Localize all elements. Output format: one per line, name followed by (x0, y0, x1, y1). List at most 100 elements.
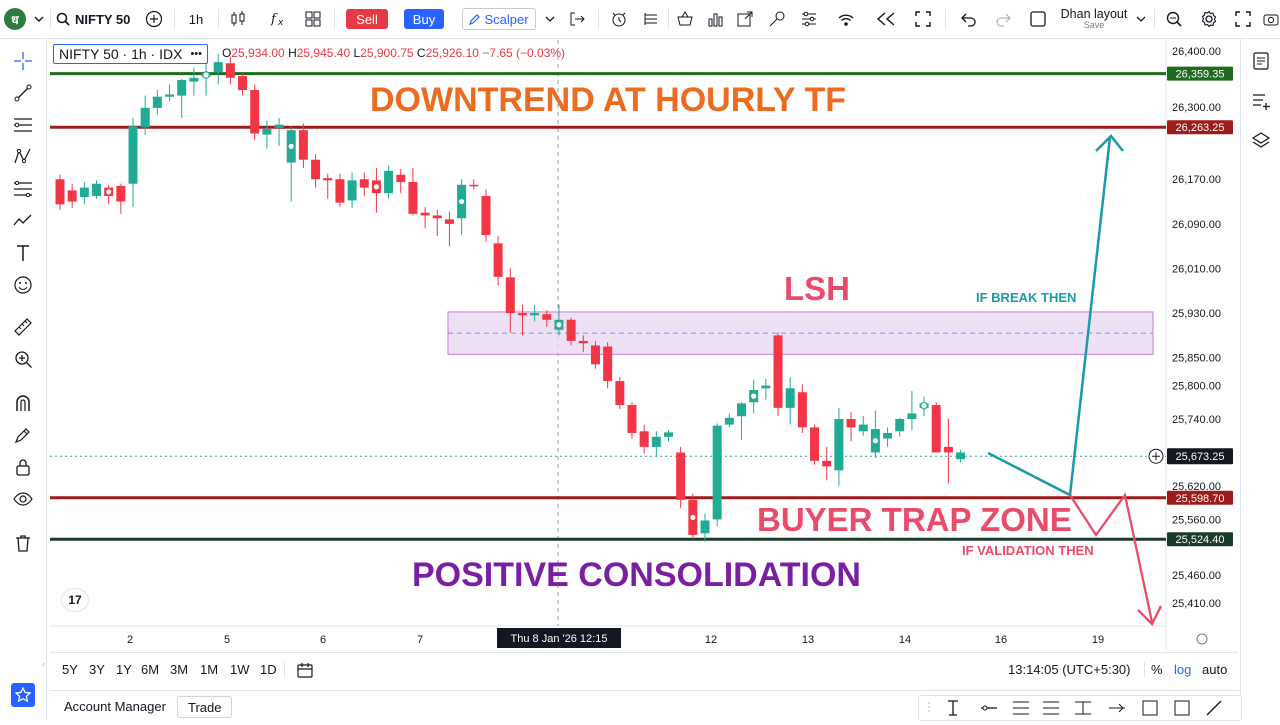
symbol-search-button[interactable]: NIFTY 50 (56, 0, 136, 38)
forecast-icon[interactable] (11, 209, 35, 233)
external-link-icon[interactable] (734, 0, 756, 38)
candle-body (931, 405, 941, 453)
scalper-button[interactable]: Scalper (462, 8, 536, 30)
candles-icon[interactable] (228, 0, 248, 38)
event-marker-icon (202, 71, 210, 79)
percent-toggle[interactable]: % (1151, 662, 1163, 677)
range-5y[interactable]: 5Y (62, 662, 78, 677)
watchlist-icon[interactable] (1249, 49, 1273, 73)
candle-body (956, 452, 966, 460)
svg-text:x: x (277, 18, 284, 28)
more-icon[interactable]: ••• (190, 48, 203, 60)
tradingview-logo[interactable]: 17 (62, 589, 88, 611)
rewind-icon[interactable] (873, 0, 899, 38)
draw-mode-icon[interactable] (11, 423, 35, 447)
range-3y[interactable]: 3Y (89, 662, 105, 677)
annotation-validation: IF VALIDATION THEN (962, 543, 1094, 558)
trendline-icon[interactable] (11, 81, 35, 105)
zoom-in-icon[interactable] (11, 347, 35, 371)
exit-icon[interactable] (566, 0, 588, 38)
candle-body (311, 159, 321, 180)
interval-button[interactable]: 1h (188, 11, 204, 27)
trash-icon[interactable] (11, 531, 35, 555)
candle-body (773, 335, 783, 408)
camera-icon[interactable] (1262, 0, 1280, 38)
low-value: 25,900.75 (360, 46, 414, 60)
price-chart[interactable]: 26,400.00 26,300.00 26,170.00 26,090.00 26,0… (50, 40, 1236, 650)
layout-icon[interactable] (1028, 0, 1048, 38)
redo-icon[interactable] (992, 0, 1014, 38)
price-tick-label: 25,740.00 (1172, 414, 1221, 426)
layout-menu-button[interactable]: Dhan layout Save (1054, 0, 1134, 38)
buy-button[interactable]: Buy (404, 9, 444, 29)
quick-search-icon[interactable] (1163, 0, 1185, 38)
settings-sliders-icon[interactable] (798, 0, 820, 38)
ruler-icon[interactable] (11, 315, 35, 339)
candle-body (323, 178, 333, 181)
templates-icon[interactable] (302, 0, 324, 38)
candle-body (335, 179, 345, 203)
crosshair-icon[interactable] (11, 49, 35, 73)
right-toolbar (1240, 39, 1280, 720)
undo-icon[interactable] (958, 0, 980, 38)
drawing-toolbar: ‹ (0, 39, 47, 720)
candle-body (274, 124, 284, 128)
layers-icon[interactable] (1249, 129, 1273, 153)
symbol-legend-title[interactable]: NIFTY 50 · 1h · IDX ••• (53, 44, 209, 64)
date-range-icon[interactable] (296, 661, 314, 684)
projection-arrow-down (1069, 492, 1154, 623)
emoji-icon[interactable] (11, 273, 35, 297)
star-icon[interactable] (11, 683, 35, 707)
candle-body (530, 313, 540, 316)
eye-icon[interactable] (11, 487, 35, 511)
gear-icon[interactable] (1198, 0, 1220, 38)
candle-body (262, 129, 272, 135)
compare-add-icon[interactable] (143, 0, 165, 38)
chevron-down-icon[interactable] (30, 0, 48, 38)
alert-icon[interactable] (608, 0, 630, 38)
candle-body (432, 215, 442, 219)
pattern-icon[interactable] (11, 145, 35, 169)
candle-body (359, 179, 369, 188)
fib-icon[interactable] (11, 177, 35, 201)
candle-body (712, 425, 722, 520)
broadcast-icon[interactable] (835, 0, 857, 38)
range-6m[interactable]: 6M (141, 662, 160, 677)
log-toggle[interactable]: log (1174, 662, 1192, 677)
option-chain-icon[interactable] (766, 0, 788, 38)
candle-body (469, 184, 479, 187)
price-tick-label: 25,930.00 (1172, 308, 1221, 320)
magnet-icon[interactable] (11, 391, 35, 415)
divider (945, 9, 946, 29)
range-1w[interactable]: 1W (230, 662, 250, 677)
candle-body (213, 62, 223, 73)
range-1d[interactable]: 1D (260, 662, 277, 677)
horizontal-lines-icon[interactable] (11, 113, 35, 137)
range-1m[interactable]: 1M (200, 662, 219, 677)
sell-button[interactable]: Sell (346, 9, 388, 29)
chevron-down-icon[interactable] (543, 0, 557, 38)
search-icon (56, 12, 70, 26)
fullscreen-icon[interactable] (912, 0, 934, 38)
range-1y[interactable]: 1Y (116, 662, 132, 677)
lock-icon[interactable] (11, 455, 35, 479)
chart-bars-icon[interactable] (704, 0, 726, 38)
clock-readout[interactable]: 13:14:05 (UTC+5:30) (1008, 662, 1131, 677)
quick-toolbar-icons[interactable] (919, 696, 1241, 720)
broker-logo[interactable]: ध (4, 8, 26, 30)
last-price-label: 25,673.25 (1176, 451, 1225, 463)
candle-body (883, 432, 893, 439)
tab-account-manager[interactable]: Account Manager (64, 698, 166, 714)
chart-pane[interactable]: 26,400.00 26,300.00 26,170.00 26,090.00 26,0… (50, 40, 1236, 650)
collapse-handle[interactable]: ‹ (42, 659, 46, 670)
basket-icon[interactable] (674, 0, 696, 38)
text-tool-icon[interactable] (11, 241, 35, 265)
add-note-icon[interactable] (1249, 89, 1273, 113)
fullscreen-toggle-icon[interactable] (1232, 0, 1254, 38)
auto-toggle[interactable]: auto (1202, 662, 1228, 677)
range-3m[interactable]: 3M (170, 662, 189, 677)
chevron-down-icon[interactable] (1134, 0, 1148, 38)
replay-icon[interactable] (640, 0, 662, 38)
tab-trade[interactable]: Trade (177, 696, 233, 718)
